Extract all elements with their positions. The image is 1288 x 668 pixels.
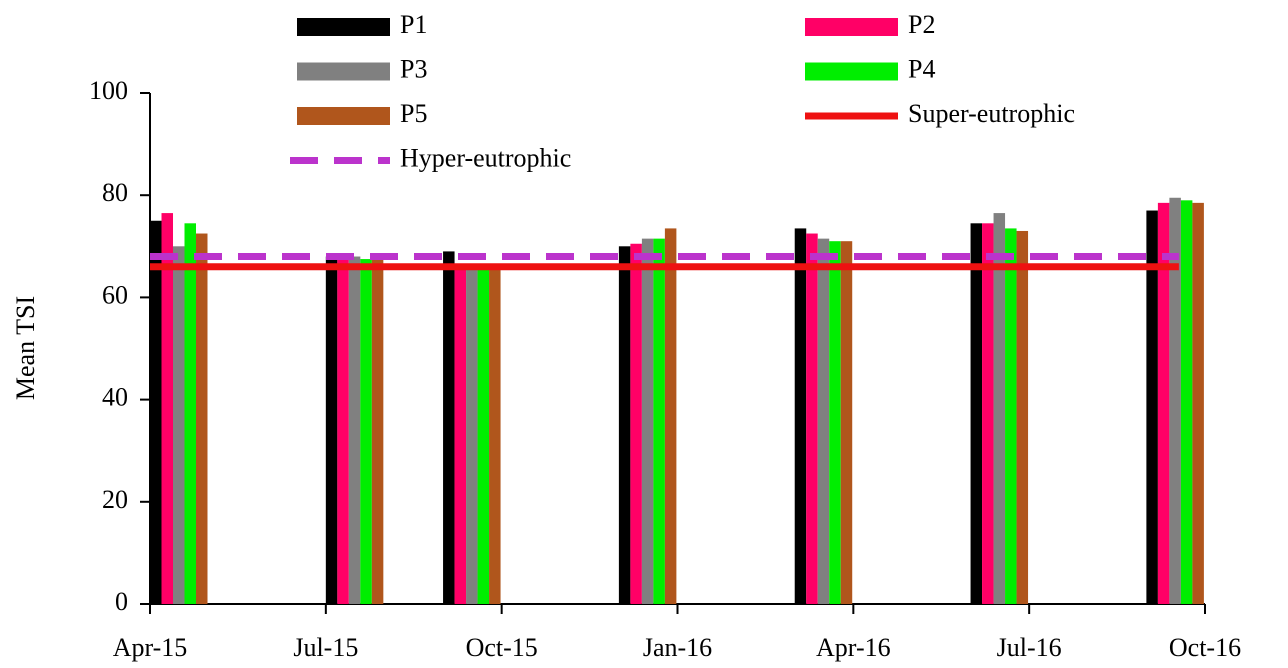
x-tick-label: Apr-15 [113,633,188,662]
legend-label: P4 [908,54,935,83]
bar [1192,202,1204,605]
bar [829,241,841,604]
bar [806,233,818,604]
bar [443,251,455,604]
bar [360,259,372,604]
bar [641,238,654,604]
y-tick-label: 60 [102,280,128,309]
x-tick-label: Apr-16 [816,633,891,662]
legend-swatch [297,18,390,36]
x-tick-label: Oct-15 [466,633,538,662]
y-tick-label: 100 [89,76,128,105]
bar [161,213,173,604]
legend-label: P3 [400,54,427,83]
bar [1157,202,1170,605]
bar [489,266,501,604]
bar [371,256,384,604]
bar [337,259,349,604]
bar [150,220,162,604]
y-tick-label: 20 [102,485,128,514]
bar [1146,210,1158,604]
bar [618,246,631,605]
bar [817,238,830,604]
y-tick-label: 40 [102,383,128,412]
legend-label: P5 [400,99,427,128]
bar [1005,228,1017,605]
bar [794,228,807,605]
bar [325,256,338,604]
bar [477,269,490,604]
bar [173,246,185,605]
legend-label: Super-eutrophic [908,99,1075,128]
legend-swatch [805,62,898,81]
legend-swatch [805,18,898,36]
bar [1180,200,1193,604]
y-axis-label: Mean TSI [11,296,40,400]
x-tick-label: Jan-16 [643,633,712,662]
legend-label: P2 [908,10,935,39]
legend-label: P1 [400,10,427,39]
y-tick-label: 0 [115,587,128,616]
bar [184,223,196,604]
bar [653,238,665,604]
bar [664,228,677,605]
bar [454,266,467,604]
x-tick-label: Jul-16 [997,633,1062,662]
bar [840,241,853,604]
x-tick-label: Oct-16 [1169,633,1241,662]
bar [1169,197,1181,604]
bar [196,233,208,604]
bar [993,213,1006,604]
y-tick-label: 80 [102,178,128,207]
legend-swatch [297,62,390,81]
legend-label: Hyper-eutrophic [400,143,571,172]
bar [1016,230,1029,604]
bar [982,223,994,604]
bar [630,243,642,604]
bar [348,256,361,604]
bar [466,269,478,604]
legend-swatch [297,107,390,125]
x-tick-label: Jul-15 [293,633,358,662]
bar [970,223,983,604]
